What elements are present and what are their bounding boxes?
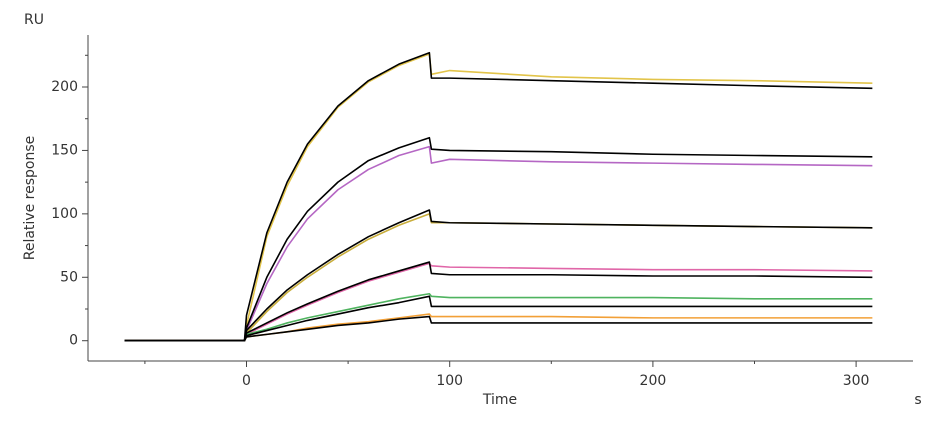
series-line (124, 136, 873, 342)
series-line (124, 209, 873, 342)
series-line (124, 315, 873, 342)
x-axis-label: Time (482, 392, 517, 408)
y-tick-label: 200 (51, 79, 78, 95)
x-tick-label: 200 (640, 373, 667, 389)
series-line (124, 262, 873, 342)
x-tick-label: 0 (242, 373, 251, 389)
series-line (124, 213, 873, 342)
y-unit: RU (24, 12, 44, 28)
y-tick-label: 0 (69, 333, 78, 349)
series-line (124, 145, 873, 342)
y-axis-label: Relative response (22, 136, 38, 261)
y-tick-label: 150 (51, 142, 78, 158)
y-tick-label: 100 (51, 206, 78, 222)
x-unit: s (914, 392, 921, 408)
series-line (124, 313, 873, 342)
x-tick-label: 300 (843, 373, 870, 389)
series-line (124, 295, 873, 342)
series-line (124, 51, 873, 342)
series-line (124, 292, 873, 342)
series-line (124, 261, 873, 342)
series-line (124, 53, 873, 342)
y-tick-label: 50 (60, 269, 78, 285)
x-tick-label: 100 (436, 373, 463, 389)
